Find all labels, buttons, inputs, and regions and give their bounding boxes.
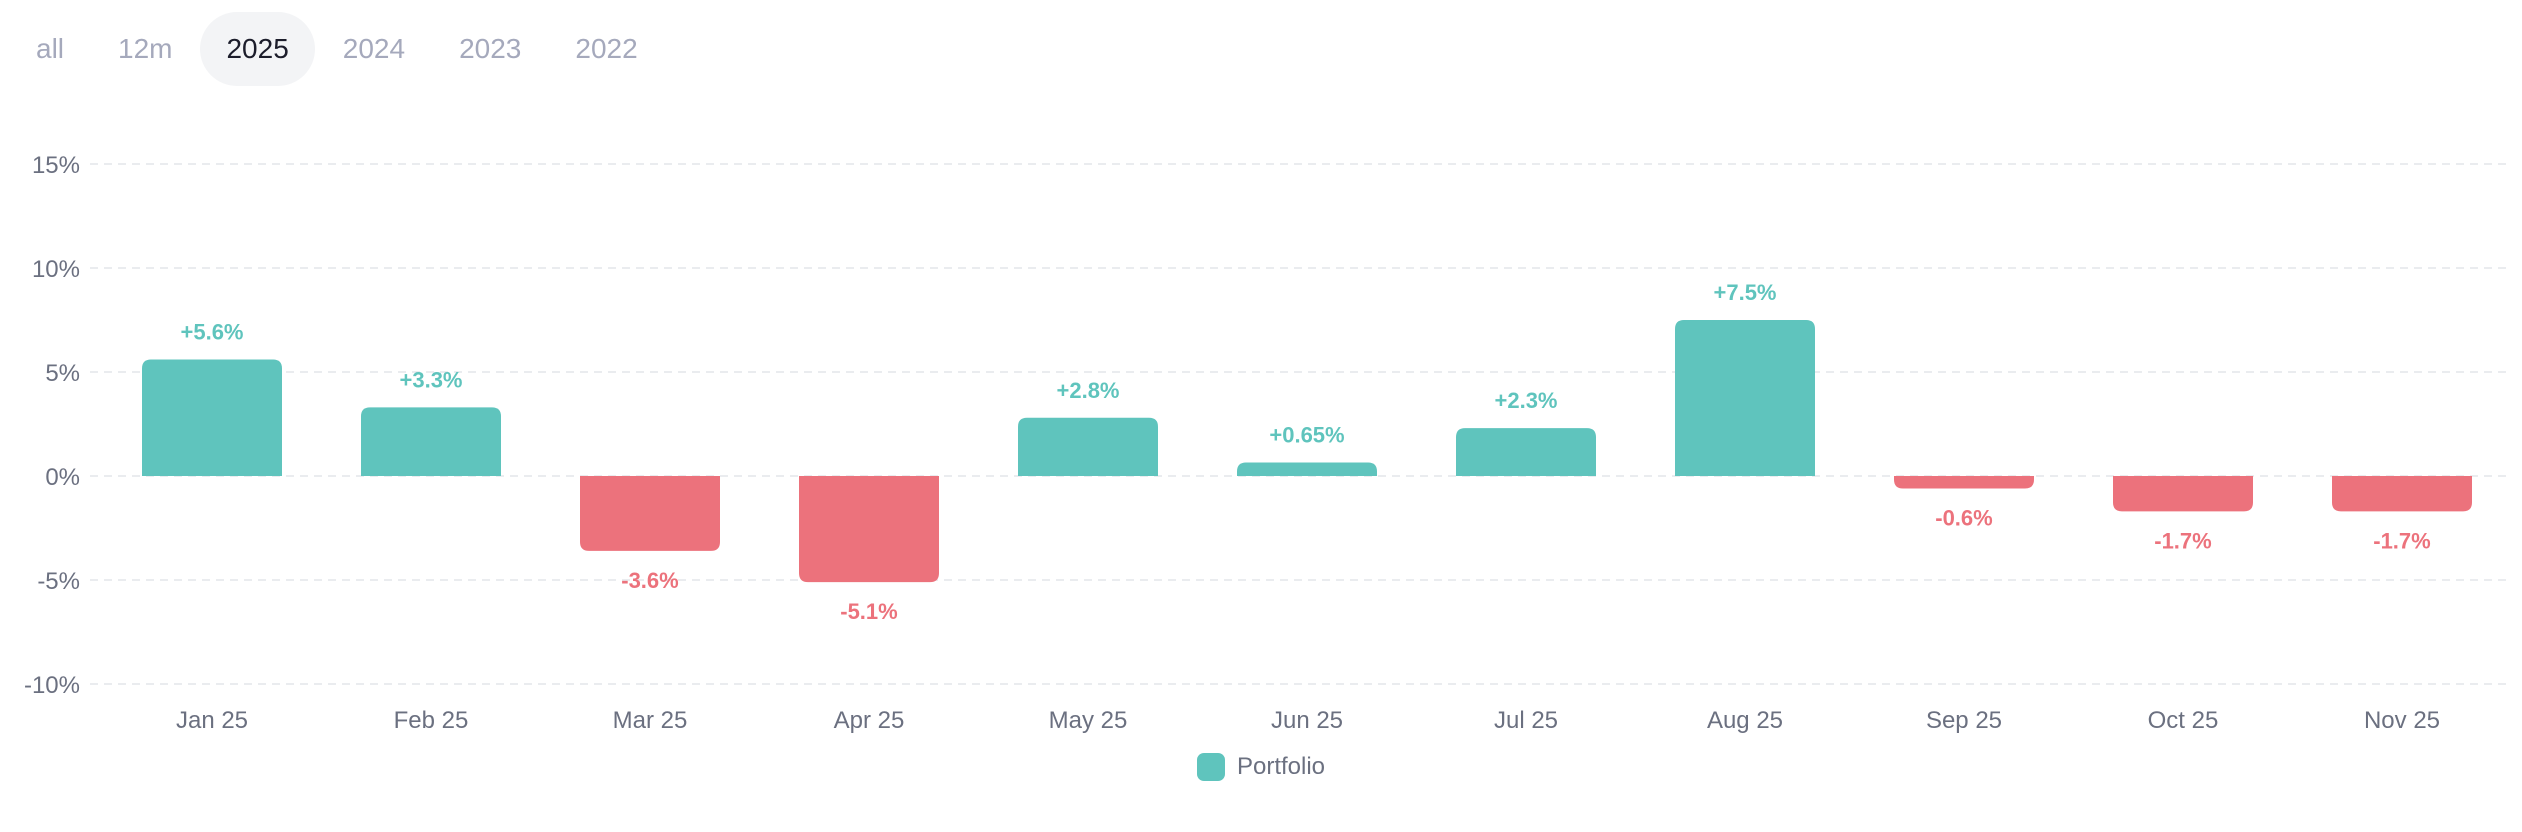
tab-2025[interactable]: 2025 bbox=[200, 12, 315, 86]
tab-all[interactable]: all bbox=[36, 33, 65, 64]
legend: Portfolio bbox=[0, 753, 2522, 781]
y-tick-label: 10% bbox=[32, 256, 80, 283]
x-tick-label: Nov 25 bbox=[2364, 707, 2440, 734]
x-tick-label: Jul 25 bbox=[1494, 707, 1558, 734]
bar-value-label: -1.7% bbox=[2154, 528, 2211, 553]
y-tick-label: -5% bbox=[37, 568, 80, 595]
bar-apr-25 bbox=[799, 476, 939, 583]
x-tick-label: Apr 25 bbox=[834, 707, 905, 734]
x-tick-label: Feb 25 bbox=[394, 707, 469, 734]
y-axis-tick-labels: 15% 10% 5% 0% -5% -10% bbox=[24, 152, 80, 699]
x-tick-label: May 25 bbox=[1049, 707, 1128, 734]
bar-value-label: -1.7% bbox=[2373, 528, 2430, 553]
bar-value-label: +5.6% bbox=[181, 320, 244, 345]
bar-jun-25 bbox=[1237, 462, 1377, 476]
bar-value-labels: +5.6% +3.3% -3.6% -5.1% +2.8% +0.65% +2.3% +7.5… bbox=[181, 280, 2431, 624]
x-tick-label: Aug 25 bbox=[1707, 707, 1783, 734]
x-tick-label: Jun 25 bbox=[1271, 707, 1343, 734]
x-tick-label: Jan 25 bbox=[176, 707, 248, 734]
bar-jan-25 bbox=[142, 359, 282, 476]
legend-item-portfolio[interactable]: Portfolio bbox=[1196, 753, 1326, 781]
bar-aug-25 bbox=[1675, 320, 1815, 476]
y-tick-label: 5% bbox=[45, 360, 80, 387]
x-tick-label: Sep 25 bbox=[1926, 707, 2002, 734]
y-tick-label: -10% bbox=[24, 672, 80, 699]
y-tick-label: 15% bbox=[32, 152, 80, 179]
x-tick-label: Mar 25 bbox=[613, 707, 688, 734]
bar-sep-25 bbox=[1894, 476, 2034, 489]
tab-12m[interactable]: 12m bbox=[118, 33, 173, 64]
bar-jul-25 bbox=[1456, 428, 1596, 476]
x-axis-tick-labels: Jan 25 Feb 25 Mar 25 Apr 25 May 25 Jun 25 Jul … bbox=[176, 707, 2440, 734]
tab-2023[interactable]: 2023 bbox=[459, 33, 522, 64]
bar-nov-25 bbox=[2332, 476, 2472, 512]
bar-value-label: -3.6% bbox=[621, 568, 678, 593]
bar-value-label: -5.1% bbox=[840, 599, 897, 624]
tab-2024[interactable]: 2024 bbox=[342, 33, 406, 64]
x-tick-label: Oct 25 bbox=[2148, 707, 2219, 734]
monthly-returns-chart: 15% 10% 5% 0% -5% -10% +5.6% +3.3% -3.6% -5.1% +2… bbox=[24, 152, 2512, 734]
bar-value-label: -0.6% bbox=[1935, 505, 1992, 530]
bar-value-label: +3.3% bbox=[400, 367, 463, 392]
bar-feb-25 bbox=[361, 407, 501, 476]
bar-value-label: +7.5% bbox=[1714, 280, 1777, 305]
bar-value-label: +2.8% bbox=[1057, 378, 1120, 403]
bar-may-25 bbox=[1018, 417, 1158, 476]
period-tabs: all 12m 2025 2024 2023 2022 bbox=[10, 12, 666, 86]
bar-value-label: +0.65% bbox=[1269, 422, 1344, 447]
legend-swatch bbox=[1196, 753, 1225, 781]
bar-mar-25 bbox=[580, 476, 720, 551]
bar-oct-25 bbox=[2113, 476, 2253, 512]
legend-label: Portfolio bbox=[1236, 753, 1326, 780]
bar-value-label: +2.3% bbox=[1495, 388, 1558, 413]
y-tick-label: 0% bbox=[45, 464, 80, 491]
tab-2022[interactable]: 2022 bbox=[575, 33, 638, 64]
bars bbox=[142, 320, 2472, 583]
